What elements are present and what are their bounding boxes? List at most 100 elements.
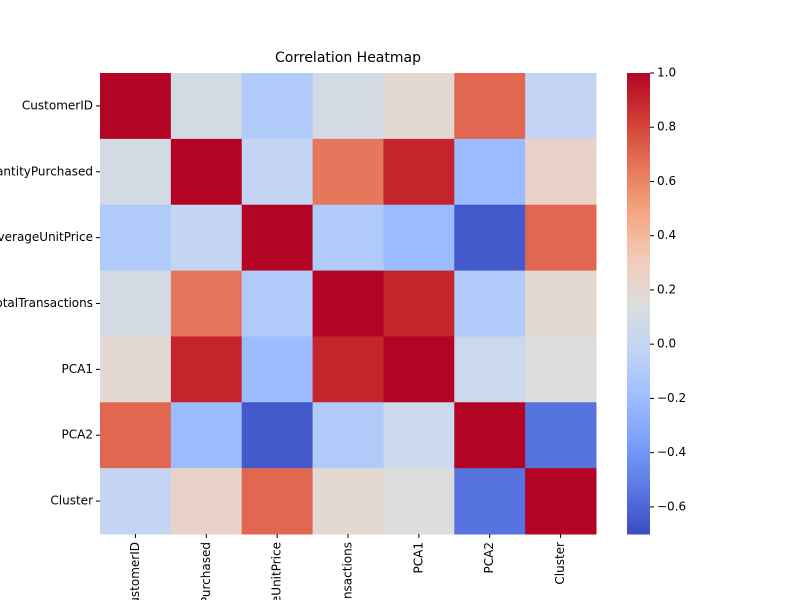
colorbar-segment [627, 242, 650, 247]
colorbar-segment [627, 518, 650, 523]
colorbar-segment [627, 99, 650, 105]
heatmap-cell [100, 468, 172, 535]
heatmap-cell [454, 468, 526, 535]
colorbar-segment [627, 299, 650, 304]
heatmap-cell [241, 204, 314, 272]
heatmap-cell [241, 138, 314, 206]
colorbar-segment [627, 226, 650, 232]
colorbar-segment [627, 107, 650, 112]
colorbar-segment [627, 207, 650, 212]
colorbar-segment [627, 495, 650, 500]
colorbar-segment [627, 468, 650, 474]
colorbar-segment [627, 315, 650, 320]
colorbar-segment [627, 73, 650, 78]
colorbar-segment [627, 280, 650, 285]
heatmap-cell [454, 138, 526, 206]
colorbar-segment [627, 172, 650, 178]
colorbar-segment [627, 161, 650, 166]
heatmap-cell [383, 402, 455, 469]
colorbar-segment [627, 192, 650, 197]
colorbar-tick-label: 0.8 [657, 120, 676, 134]
y-tick-label: Cluster [50, 494, 93, 508]
heatmap-cell [525, 270, 597, 337]
colorbar-segment [627, 530, 650, 535]
heatmap-cell [170, 270, 243, 337]
heatmap-cell [241, 73, 314, 140]
colorbar-segment [627, 165, 650, 170]
colorbar-tick-label: 0.4 [657, 228, 676, 242]
heatmap-cell [170, 402, 243, 469]
heatmap-cell [383, 73, 455, 140]
colorbar-segment [627, 476, 650, 481]
heatmap-cell [525, 468, 597, 535]
colorbar-segment [627, 215, 650, 220]
heatmap-cell [312, 336, 384, 403]
colorbar-segment [627, 249, 650, 255]
heatmap-cell [241, 468, 314, 535]
colorbar-segment [627, 445, 650, 450]
colorbar-segment [627, 195, 650, 201]
colorbar-segment [627, 334, 650, 339]
heatmap-cell [100, 402, 172, 469]
colorbar-segment [627, 364, 650, 370]
colorbar-segment [627, 138, 650, 143]
colorbar-segment [627, 349, 650, 354]
y-tick-label: CustomerID [22, 98, 93, 112]
colorbar-segment [627, 526, 650, 531]
colorbar-segment [627, 464, 650, 470]
heatmap-cell [454, 204, 526, 272]
colorbar-segment [627, 234, 650, 239]
colorbar-segment [627, 257, 650, 262]
colorbar-segment [627, 80, 650, 86]
heatmap-cell [383, 336, 455, 403]
heatmap-cell [454, 73, 526, 140]
colorbar-segment [627, 272, 650, 278]
heatmap-cell [454, 402, 526, 469]
colorbar-segment [627, 119, 650, 124]
colorbar-segment [627, 176, 650, 182]
colorbar-segment [627, 437, 650, 443]
colorbar-segment [627, 407, 650, 412]
colorbar-segment [627, 188, 650, 193]
colorbar-segment [627, 487, 650, 493]
y-tick-label: TotalTransactions [0, 296, 93, 310]
colorbar-segment [627, 184, 650, 189]
colorbar-segment [627, 130, 650, 135]
colorbar-segment [627, 338, 650, 343]
heatmap-cell [454, 336, 526, 403]
colorbar-segment [627, 484, 650, 489]
y-tick-label: AverageUnitPrice [0, 230, 93, 244]
colorbar-segment [627, 103, 650, 109]
colorbar-segment [627, 368, 650, 374]
colorbar-segment [627, 288, 650, 293]
colorbar-segment [627, 111, 650, 116]
y-tick-label: QuantityPurchased [0, 164, 93, 178]
colorbar-segment [627, 203, 650, 208]
colorbar-segment [627, 514, 650, 520]
colorbar-segment [627, 245, 650, 251]
y-tick-label: PCA1 [62, 362, 93, 376]
colorbar-segment [627, 480, 650, 485]
heatmap-cell [525, 73, 597, 140]
colorbar-segment [627, 510, 650, 516]
colorbar-segment [627, 145, 650, 151]
heatmap-cell [525, 138, 597, 206]
colorbar-segment [627, 284, 650, 289]
colorbar-segment [627, 411, 650, 416]
colorbar-segment [627, 507, 650, 512]
heatmap-cell [525, 336, 597, 403]
colorbar-segment [627, 391, 650, 397]
colorbar-segment [627, 92, 650, 97]
colorbar-segment [627, 376, 650, 381]
heatmap-cell [312, 402, 384, 469]
colorbar-segment [627, 522, 650, 527]
colorbar-segment [627, 295, 650, 301]
colorbar-segment [627, 461, 650, 466]
colorbar-segment [627, 261, 650, 266]
colorbar-segment [627, 318, 650, 324]
colorbar-segment [627, 122, 650, 128]
heatmap-cell [312, 73, 384, 140]
colorbar-tick-label: 1.0 [657, 66, 676, 80]
colorbar-segment [627, 126, 650, 132]
colorbar-tick-label: 0.6 [657, 174, 676, 188]
